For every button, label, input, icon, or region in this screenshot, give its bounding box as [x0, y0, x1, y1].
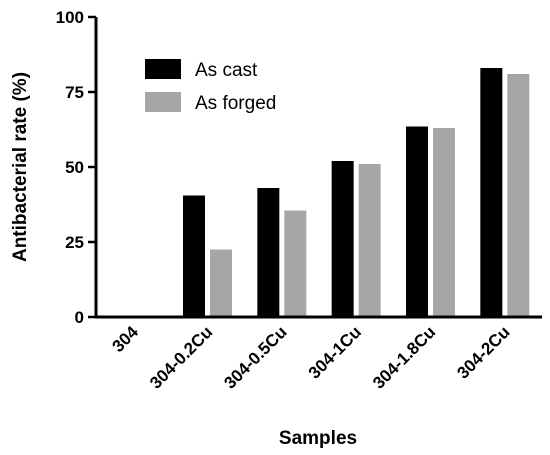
y-tick-label: 100	[56, 8, 84, 27]
legend-swatch	[145, 59, 181, 79]
bar-as-forged	[358, 164, 381, 317]
y-tick-label: 25	[65, 233, 84, 252]
bar-as-forged	[210, 249, 232, 317]
x-axis-title: Samples	[279, 428, 357, 449]
bars-group	[183, 68, 530, 317]
bar-as-cast	[480, 68, 503, 317]
x-tick-label: 304-1.8Cu	[369, 322, 439, 392]
bar-as-cast	[406, 126, 428, 317]
x-tick-label: 304-2Cu	[453, 322, 513, 382]
y-tick-label: 75	[65, 83, 84, 102]
x-ticks-group: 304 304-0.2Cu 304-0.5Cu 304-1Cu 304-1.8Cu 304…	[108, 322, 513, 393]
y-tick-label: 50	[65, 158, 84, 177]
bar-as-forged	[507, 74, 530, 317]
y-tick-label: 0	[75, 308, 84, 327]
bar-as-forged	[284, 210, 307, 317]
x-tick-label: 304-1Cu	[305, 322, 365, 382]
bar-as-forged	[433, 128, 455, 317]
legend: As cast As forged	[145, 59, 276, 114]
x-tick-label: 304	[108, 322, 142, 356]
bar-as-cast	[183, 195, 205, 317]
legend-label: As forged	[195, 93, 276, 114]
bar-as-cast	[331, 161, 354, 317]
x-tick-label: 304-0.2Cu	[146, 322, 216, 392]
legend-label: As cast	[195, 60, 258, 81]
legend-swatch	[145, 92, 181, 112]
y-axis-title: Antibacterial rate (%)	[10, 72, 31, 262]
bar-as-cast	[257, 188, 280, 317]
x-tick-label: 304-0.5Cu	[220, 322, 290, 392]
y-ticks-group: 0 25 50 75 100	[56, 8, 96, 327]
